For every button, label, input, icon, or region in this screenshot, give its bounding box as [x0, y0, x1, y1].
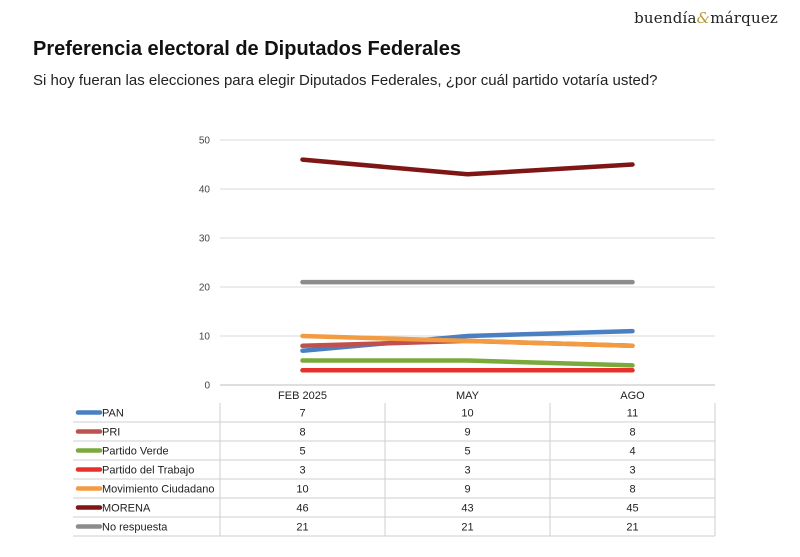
table-cell-no-respuesta-1: 21 — [461, 522, 473, 534]
series-layer — [300, 157, 635, 373]
chart-subtitle: Si hoy fueran las elecciones para elegir… — [33, 72, 658, 89]
brand-name-right: márquez — [710, 9, 778, 27]
brand-logo: buendía&márquez — [634, 9, 778, 27]
y-tick-label-20: 20 — [199, 283, 211, 294]
y-tick-label-0: 0 — [204, 381, 210, 392]
table-cell-partido-del-trabajo-2: 3 — [629, 465, 635, 477]
legend-label-pan: PAN — [102, 408, 124, 420]
y-tick-label-50: 50 — [199, 136, 211, 147]
table-cell-no-respuesta-0: 21 — [296, 522, 308, 534]
series-line-movimiento-ciudadano — [300, 333, 635, 349]
table-cell-no-respuesta-2: 21 — [626, 522, 638, 534]
y-tick-label-40: 40 — [199, 185, 211, 196]
table-cell-pri-1: 9 — [464, 427, 470, 439]
brand-name-left: buendía — [634, 9, 697, 27]
table-cell-pri-2: 8 — [629, 427, 635, 439]
table-cell-movimiento-ciudadano-2: 8 — [629, 484, 635, 496]
legend-label-partido-del-trabajo: Partido del Trabajo — [102, 465, 194, 477]
series-line-morena — [300, 157, 635, 177]
x-category-label-2: AGO — [620, 390, 645, 402]
legend-label-partido-verde: Partido Verde — [102, 446, 169, 458]
table-cell-partido-verde-2: 4 — [629, 446, 635, 458]
table-cell-partido-verde-0: 5 — [299, 446, 305, 458]
table-cell-pan-1: 10 — [461, 408, 473, 420]
table-cell-pri-0: 8 — [299, 427, 305, 439]
brand-ampersand: & — [696, 9, 711, 27]
table-cell-movimiento-ciudadano-1: 9 — [464, 484, 470, 496]
series-line-partido-verde — [300, 358, 635, 368]
x-category-label-0: FEB 2025 — [278, 390, 327, 402]
table-cell-pan-2: 11 — [627, 408, 638, 420]
legend-label-movimiento-ciudadano: Movimiento Ciudadano — [102, 484, 215, 496]
table-cell-movimiento-ciudadano-0: 10 — [296, 484, 308, 496]
table-cell-pan-0: 7 — [299, 408, 305, 420]
x-category-label-1: MAY — [456, 390, 480, 402]
y-tick-label-30: 30 — [199, 234, 211, 245]
legend-label-no-respuesta: No respuesta — [102, 522, 168, 534]
legend-label-morena: MORENA — [102, 503, 151, 515]
table-cell-morena-2: 45 — [626, 503, 638, 515]
legend-label-pri: PRI — [102, 427, 120, 439]
table-cell-partido-del-trabajo-1: 3 — [464, 465, 470, 477]
table-cell-partido-verde-1: 5 — [464, 446, 470, 458]
table-cell-morena-1: 43 — [461, 503, 473, 515]
table-cell-morena-0: 46 — [296, 503, 308, 515]
chart-title: Preferencia electoral de Diputados Feder… — [33, 38, 461, 60]
y-tick-label-10: 10 — [199, 332, 211, 343]
data-table: PAN 7 10 11 PRI 8 9 8 Partido Verde 5 5 4 Partido de… — [73, 403, 716, 537]
table-cell-partido-del-trabajo-0: 3 — [299, 465, 305, 477]
